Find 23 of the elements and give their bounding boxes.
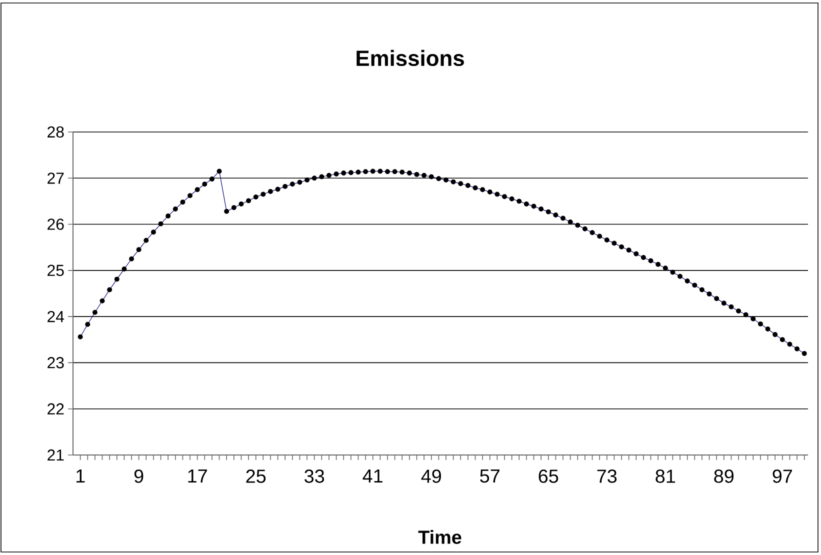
- x-tick-label: 1: [76, 470, 85, 483]
- x-tick-label: 81: [656, 470, 675, 483]
- x-tick-label: 73: [597, 470, 617, 483]
- x-tick-label: 17: [188, 470, 207, 483]
- x-tick-label: 89: [714, 470, 734, 483]
- x-tick-label: 57: [480, 470, 500, 483]
- x-tick-label: 49: [421, 470, 441, 483]
- y-tick-label: 21: [48, 449, 64, 461]
- y-tick-label: 22: [48, 403, 64, 414]
- chart-title: Emissions: [356, 50, 464, 66]
- y-tick-label: 27: [48, 172, 64, 184]
- x-tick-label: 65: [538, 470, 558, 483]
- x-tick-label: 9: [134, 470, 144, 483]
- y-tick-label: 25: [48, 264, 64, 276]
- x-tick-label: 25: [246, 470, 266, 483]
- y-tick-label: 23: [48, 357, 64, 368]
- x-tick-label: 41: [362, 470, 382, 483]
- y-tick-label: 24: [48, 310, 64, 322]
- y-tick-label: 26: [48, 218, 64, 230]
- y-tick-label: 28: [48, 126, 64, 138]
- x-axis-title: Time: [418, 530, 462, 544]
- x-tick-label: 97: [772, 470, 792, 483]
- x-tick-label: 33: [304, 470, 324, 483]
